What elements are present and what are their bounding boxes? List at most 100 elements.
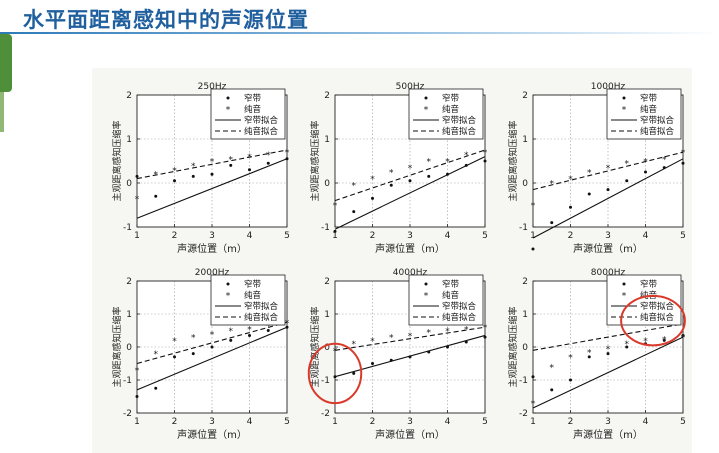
x-axis-label: 声源位置（m） xyxy=(573,428,643,441)
data-point-dot xyxy=(248,333,251,337)
title-rule xyxy=(0,32,719,34)
x-tick-label: 2 xyxy=(172,417,178,427)
y-tick-label: 1 xyxy=(324,135,330,145)
x-tick-label: 5 xyxy=(482,231,488,241)
y-tick-label: 0 xyxy=(522,179,528,189)
x-tick-label: 5 xyxy=(680,231,686,241)
data-point-star: * xyxy=(427,329,432,339)
highlight-circle xyxy=(307,342,363,405)
x-tick-label: 2 xyxy=(568,231,574,241)
y-axis-label: 主观距离感知压缩率 xyxy=(309,306,321,387)
data-point-dot xyxy=(569,378,572,382)
data-point-dot xyxy=(333,229,337,233)
y-tick-label: -1 xyxy=(519,223,528,233)
data-point-star: * xyxy=(568,353,573,363)
legend-label: 窄带拟合 xyxy=(640,115,675,126)
data-point-dot xyxy=(550,388,554,392)
x-tick-label: 1 xyxy=(332,231,338,241)
x-tick-label: 4 xyxy=(643,231,649,241)
x-tick-label: 5 xyxy=(680,417,686,427)
legend-star: * xyxy=(226,292,231,302)
y-tick-label: -2 xyxy=(321,409,330,419)
data-point-dot xyxy=(681,333,685,337)
y-tick-label: -1 xyxy=(123,376,132,386)
x-tick-label: 4 xyxy=(247,417,253,427)
legend-dot xyxy=(622,96,626,100)
data-point-dot xyxy=(352,210,356,214)
legend-label: 纯音拟合 xyxy=(442,126,477,137)
data-point-dot xyxy=(531,247,535,251)
data-point-dot xyxy=(569,205,572,209)
data-point-dot xyxy=(173,179,176,183)
x-tick-label: 1 xyxy=(530,417,536,427)
data-point-star: * xyxy=(681,149,686,159)
x-tick-label: 4 xyxy=(643,417,649,427)
legend-label: 窄带 xyxy=(244,279,262,290)
legend-label: 纯音 xyxy=(244,290,262,301)
y-tick-label: 0 xyxy=(324,343,330,353)
data-point-star: * xyxy=(154,171,159,181)
legend-dot xyxy=(424,96,428,100)
data-point-dot xyxy=(371,196,374,200)
y-tick-label: 1 xyxy=(522,310,528,320)
data-point-dot xyxy=(606,188,610,192)
fit-line-solid xyxy=(136,158,288,219)
fit-line-dashed xyxy=(136,321,288,365)
chart-1: 1 2 3 4 5 -1 0 1 2 500Hz 声源位置（m） 主观距离感知压缩率 * * * * * * * * *… xyxy=(309,82,488,255)
legend-label: 窄带 xyxy=(442,93,460,104)
x-tick-label: 3 xyxy=(407,231,413,241)
x-tick-label: 2 xyxy=(370,417,376,427)
fit-line-dashed xyxy=(334,326,486,351)
legend-star: * xyxy=(622,106,627,116)
data-point-star: * xyxy=(568,175,573,185)
x-tick-label: 2 xyxy=(568,417,574,427)
data-point-star: * xyxy=(191,334,196,344)
data-point-star: * xyxy=(247,153,252,163)
data-point-dot xyxy=(644,170,647,174)
x-tick-label: 2 xyxy=(172,231,178,241)
slide-title: 水平面距离感知中的声源位置 xyxy=(23,8,309,32)
y-tick-label: -1 xyxy=(519,376,528,386)
x-axis-label: 声源位置（m） xyxy=(573,242,643,255)
legend-dot xyxy=(226,282,230,286)
chart-2: 1 2 3 4 5 -1 0 1 2 1000Hz 声源位置（m） 主观距离感知压缩率 * * * * * * * *… xyxy=(507,82,686,255)
data-point-dot xyxy=(352,371,356,375)
fit-line-solid xyxy=(136,326,288,391)
fit-line-solid xyxy=(334,334,486,378)
data-point-star: * xyxy=(681,334,686,344)
chart-title: 250Hz xyxy=(198,82,227,92)
x-axis-label: 声源位置（m） xyxy=(177,428,247,441)
chart-title: 500Hz xyxy=(396,82,425,92)
legend-label: 纯音 xyxy=(442,290,460,301)
data-point-dot xyxy=(483,159,487,163)
data-point-star: * xyxy=(135,367,140,377)
legend-label: 窄带拟合 xyxy=(640,301,675,312)
data-point-dot xyxy=(173,355,176,359)
data-point-star: * xyxy=(370,175,375,185)
legend-dot xyxy=(226,96,230,100)
data-point-dot xyxy=(531,375,535,379)
fit-line-dashed xyxy=(136,149,288,180)
fit-line-dashed xyxy=(532,151,684,191)
legend-label: 窄带拟合 xyxy=(244,301,279,312)
fit-line-dashed xyxy=(532,323,684,351)
x-tick-label: 4 xyxy=(445,231,451,241)
y-tick-label: 2 xyxy=(522,91,528,101)
data-point-dot xyxy=(371,362,374,365)
chart-title: 2000Hz xyxy=(195,268,230,278)
data-point-star: * xyxy=(445,158,450,168)
legend-star: * xyxy=(424,292,429,302)
y-tick-label: 2 xyxy=(324,277,330,287)
fit-line-solid xyxy=(532,336,684,409)
chart-0: 1 2 3 4 5 -1 0 1 2 250Hz 声源位置（m） 主观距离感知压缩率 * * * * * * * * *… xyxy=(111,82,290,255)
data-point-dot xyxy=(191,174,195,178)
data-point-dot xyxy=(681,161,685,165)
legend-star: * xyxy=(622,292,627,302)
data-point-star: * xyxy=(587,348,592,358)
data-point-star: * xyxy=(266,151,271,161)
y-axis-label: 主观距离感知压缩率 xyxy=(507,306,519,387)
data-point-star: * xyxy=(408,164,413,174)
data-point-star: * xyxy=(531,400,536,410)
